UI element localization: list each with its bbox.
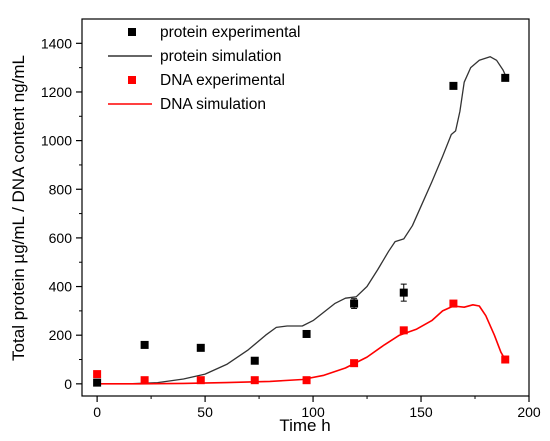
dna-experimental-point xyxy=(196,376,205,385)
x-axis-title: Time h xyxy=(279,416,330,435)
protein-experimental-point xyxy=(250,356,259,365)
protein-experimental-point xyxy=(93,378,102,387)
dna-experimental-point xyxy=(449,299,458,308)
legend: protein experimental protein simulation DN… xyxy=(108,24,300,113)
y-tick-label: 800 xyxy=(49,181,73,197)
protein-experimental-point xyxy=(350,299,359,308)
y-tick-label: 1200 xyxy=(41,84,72,100)
dna-experimental-point xyxy=(350,359,359,368)
y-tick-label: 200 xyxy=(49,327,73,343)
y-axis-title: Total protein µg/mL / DNA content ng/mL xyxy=(9,55,28,361)
protein-experimental-legend-marker xyxy=(128,28,136,36)
protein-experimental-point xyxy=(302,329,311,338)
x-tick-label: 0 xyxy=(93,404,101,420)
y-tick-label: 600 xyxy=(49,230,73,246)
plot-frame xyxy=(81,18,530,397)
series-layer xyxy=(93,56,510,387)
x-axis-ticks: 0 50 100 150 200 xyxy=(93,396,541,420)
y-tick-label: 1400 xyxy=(41,35,72,51)
protein-simulation-legend-label: protein simulation xyxy=(160,48,281,65)
protein-experimental-point xyxy=(196,343,205,352)
y-tick-label: 400 xyxy=(49,279,73,295)
dna-experimental-point xyxy=(501,355,510,364)
dna-simulation-legend-label: DNA simulation xyxy=(160,96,266,113)
x-tick-label: 100 xyxy=(301,404,325,420)
x-tick-label: 200 xyxy=(517,404,541,420)
axes-box xyxy=(81,18,530,397)
protein-experimental-legend-label: protein experimental xyxy=(160,24,300,41)
x-tick-label: 50 xyxy=(197,404,213,420)
dna-experimental-legend-marker xyxy=(128,76,136,84)
protein-experimental-point xyxy=(501,73,510,82)
y-axis-ticks: 0 200 400 600 800 1000 1200 1400 xyxy=(41,35,82,392)
dna-experimental-point xyxy=(399,326,408,335)
x-tick-label: 150 xyxy=(409,404,433,420)
protein-experimental-point xyxy=(140,340,149,349)
dna-experimental-point xyxy=(302,376,311,385)
y-tick-label: 0 xyxy=(64,376,72,392)
dna-experimental-point xyxy=(250,376,259,385)
dna-simulation-line xyxy=(97,304,506,385)
y-tick-label: 1000 xyxy=(41,133,72,149)
dna-experimental-point xyxy=(140,376,149,385)
dna-experimental-point xyxy=(93,370,102,379)
dna-experimental-legend-label: DNA experimental xyxy=(160,72,285,89)
protein-simulation-line xyxy=(97,56,508,385)
protein-experimental-point xyxy=(399,288,408,297)
protein-experimental-point xyxy=(449,81,458,90)
